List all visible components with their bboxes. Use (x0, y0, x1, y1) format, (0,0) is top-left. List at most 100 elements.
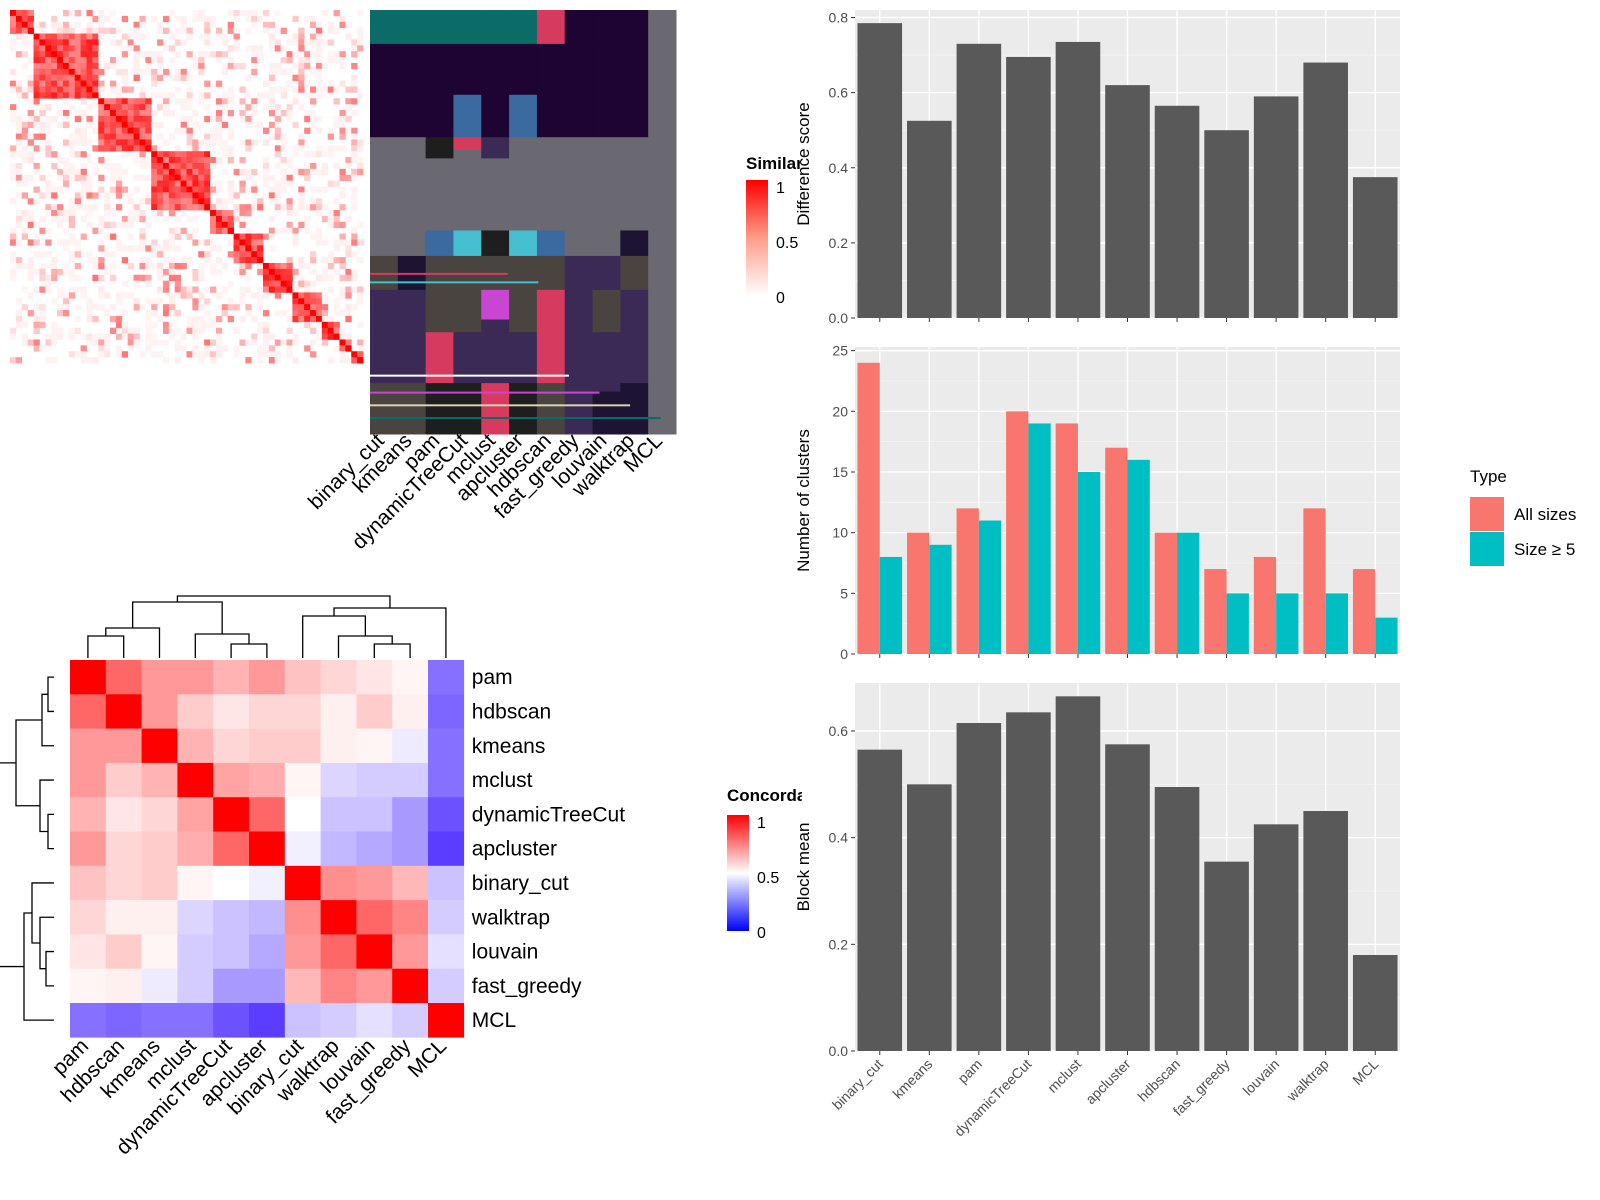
similarity-cell (274, 192, 282, 199)
similarity-cell (45, 204, 52, 211)
similarity-cell (151, 51, 158, 58)
similarity-cell (68, 333, 76, 340)
similarity-cell (10, 86, 17, 93)
similarity-cell (45, 286, 52, 293)
similarity-cell (86, 298, 93, 305)
similarity-cell (310, 21, 317, 29)
similarity-cell (327, 286, 334, 293)
similarity-cell (315, 227, 323, 234)
similarity-cell (298, 186, 305, 193)
similarity-cell (327, 145, 334, 152)
similarity-cell (286, 204, 293, 211)
similarity-cell (357, 92, 364, 99)
similarity-cell (115, 86, 123, 93)
similarity-cell (127, 192, 134, 199)
similarity-cell (315, 80, 323, 87)
similarity-cell (310, 186, 317, 193)
similarity-cell (192, 10, 199, 17)
similarity-cell (139, 227, 146, 234)
similarity-cell (10, 104, 17, 111)
similarity-cell (98, 121, 105, 129)
similarity-cell (215, 127, 223, 134)
similarity-cell (86, 104, 93, 111)
similarity-cell (15, 121, 23, 129)
similarity-cell (321, 315, 329, 323)
similarity-cell (15, 151, 23, 158)
similarity-cell (10, 227, 17, 234)
similarity-cell (57, 221, 64, 229)
similarity-cell (80, 80, 87, 87)
similarity-cell (80, 286, 87, 293)
similarity-cell (33, 62, 40, 70)
similarity-cell (215, 139, 223, 146)
similarity-cell (51, 339, 58, 346)
similarity-cell (280, 280, 287, 287)
concordance-cell (70, 900, 107, 935)
similarity-cell (15, 80, 23, 87)
similarity-cell (110, 27, 117, 34)
similarity-cell (127, 233, 134, 240)
similarity-cell (62, 174, 70, 182)
similarity-cell (127, 151, 134, 158)
similarity-cell (139, 110, 146, 117)
similarity-cell (286, 39, 293, 46)
similarity-cell (51, 45, 58, 52)
similarity-cell (280, 286, 287, 293)
similarity-cell (133, 280, 140, 287)
similarity-cell (27, 210, 34, 217)
similarity-cell (245, 15, 252, 23)
similarity-cell (27, 262, 34, 270)
similarity-cell (192, 286, 199, 293)
similarity-cell (286, 198, 293, 205)
similarity-cell (115, 110, 123, 117)
similarity-cell (98, 351, 105, 358)
similarity-cell (162, 104, 170, 111)
similarity-cell (15, 215, 23, 223)
similarity-cell (251, 292, 258, 299)
similarity-cell (333, 27, 340, 34)
similarity-cell (74, 62, 81, 70)
similarity-cell (133, 298, 140, 305)
similarity-cell (304, 304, 311, 311)
bar-size-5 (1077, 471, 1101, 654)
bar (1006, 712, 1051, 1051)
similarity-cell (351, 239, 358, 246)
similarity-cell (351, 174, 358, 182)
similarity-cell (45, 251, 52, 258)
similarity-cell (357, 339, 364, 346)
similarity-cell (257, 268, 264, 276)
similarity-cell (98, 286, 105, 293)
similarity-cell (151, 239, 158, 246)
similarity-cell (74, 133, 81, 140)
similarity-cell (262, 10, 270, 17)
similarity-cell (315, 315, 323, 323)
similarity-cell (121, 168, 129, 176)
similarity-cell (274, 262, 282, 270)
concordance-cell (356, 900, 393, 935)
similarity-cell (139, 215, 146, 223)
similarity-cell (104, 110, 111, 117)
similarity-cell (298, 145, 305, 152)
similarity-cell (292, 33, 299, 40)
similarity-cell (339, 339, 346, 346)
partition-band-segment (592, 255, 621, 291)
similarity-cell (162, 192, 170, 199)
similarity-cell (174, 327, 182, 334)
similarity-cell (151, 204, 158, 211)
similarity-cell (92, 274, 99, 282)
similarity-cell (280, 262, 287, 270)
similarity-cell (239, 204, 246, 211)
concordance-cell (70, 968, 107, 1004)
y-tick-label: 0.8 (829, 10, 849, 26)
similarity-cell (310, 268, 317, 276)
similarity-cell (45, 139, 52, 146)
similarity-cell (51, 204, 58, 211)
similarity-cell (21, 210, 29, 217)
similarity-cell (333, 180, 340, 187)
concordance-cell (105, 660, 142, 695)
similarity-cell (98, 145, 105, 152)
similarity-cell (68, 274, 76, 282)
similarity-cell (33, 74, 40, 81)
similarity-cell (274, 145, 282, 152)
similarity-cell (286, 339, 293, 346)
